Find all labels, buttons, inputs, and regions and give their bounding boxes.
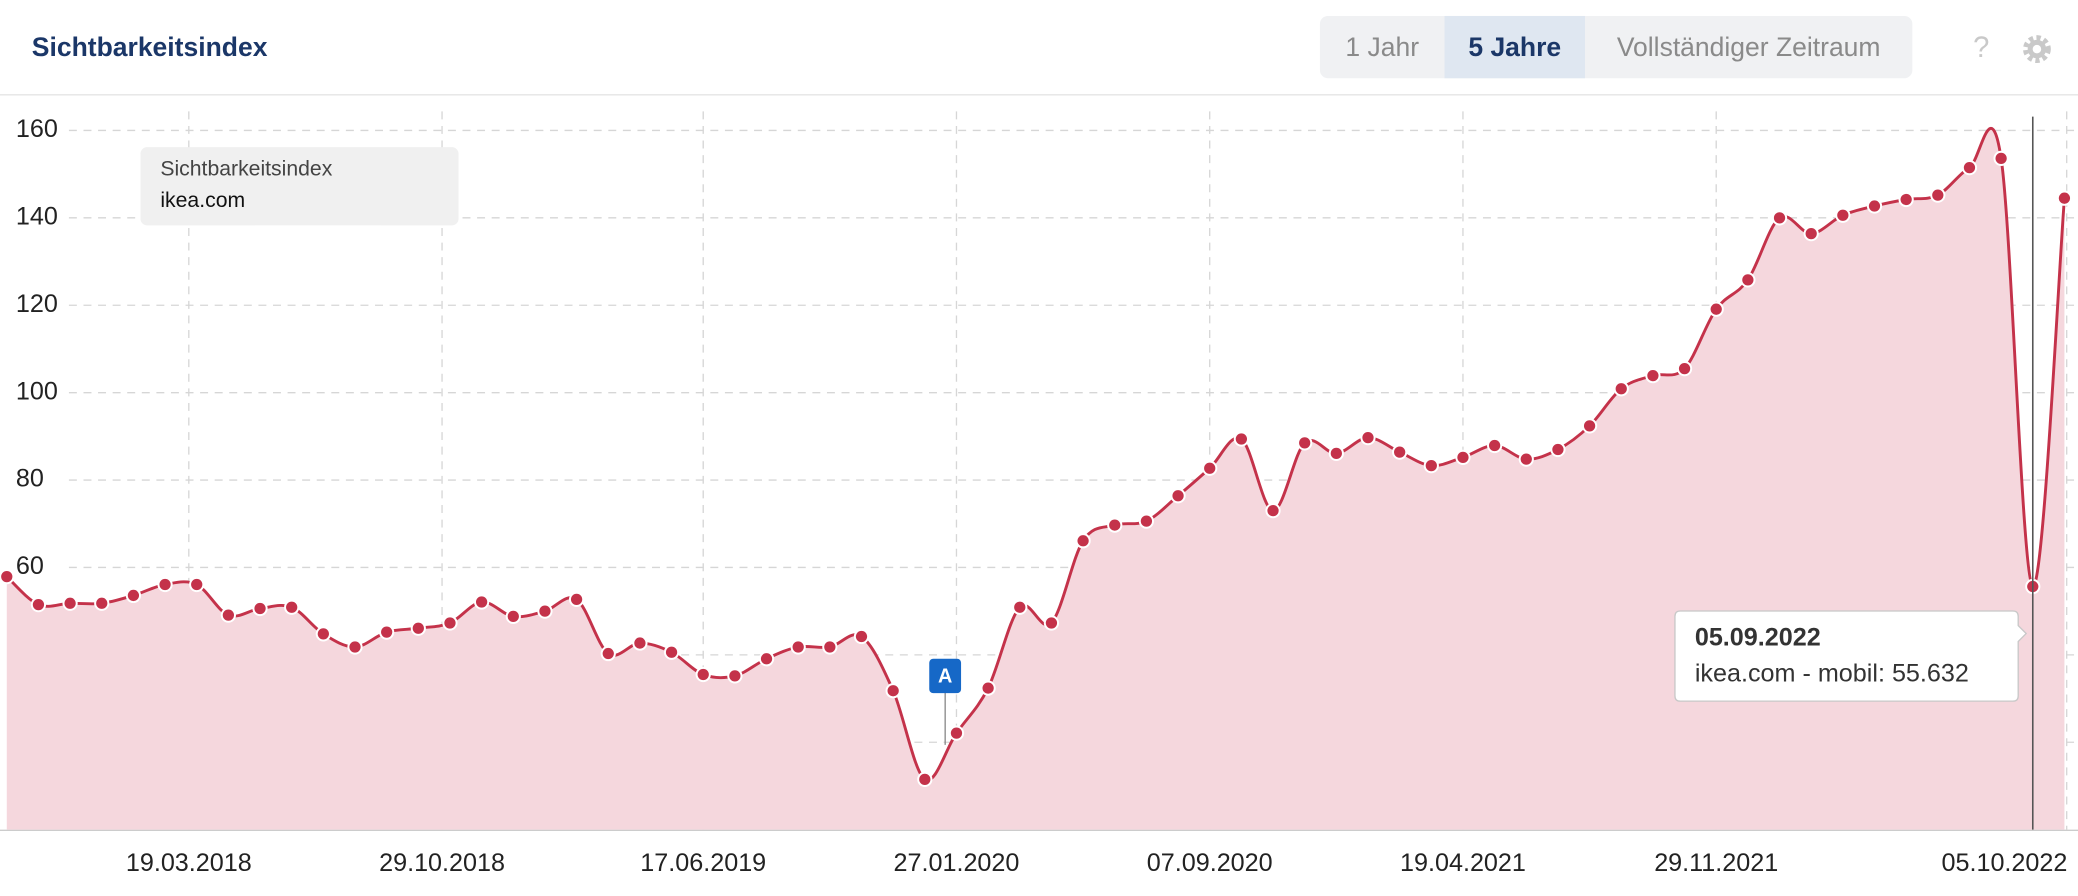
- point[interactable]: [1170, 488, 1186, 504]
- x-tick-label: 17.06.2019: [640, 849, 766, 877]
- point[interactable]: [1803, 225, 1819, 242]
- point[interactable]: [157, 576, 173, 593]
- x-tick-label: 07.09.2020: [1147, 849, 1273, 877]
- point[interactable]: [505, 608, 521, 625]
- point[interactable]: [1012, 599, 1028, 615]
- x-tick-label: 29.10.2018: [379, 849, 505, 877]
- point[interactable]: [94, 595, 110, 611]
- chart-title: Sichtbarkeitsindex: [32, 32, 268, 62]
- point[interactable]: [537, 603, 553, 619]
- point[interactable]: [948, 725, 965, 741]
- point[interactable]: [1676, 360, 1693, 377]
- y-tick-label: 140: [16, 203, 58, 231]
- annotation-marker[interactable]: [929, 658, 962, 694]
- y-tick-label: 120: [16, 290, 58, 318]
- point[interactable]: [220, 607, 236, 623]
- point[interactable]: [568, 591, 585, 607]
- point[interactable]: [1423, 458, 1439, 474]
- point[interactable]: [1297, 435, 1313, 451]
- point[interactable]: [1613, 381, 1629, 397]
- point[interactable]: [252, 600, 268, 617]
- x-tick-label: 19.04.2021: [1400, 849, 1526, 877]
- point[interactable]: [189, 576, 205, 593]
- point[interactable]: [600, 645, 616, 662]
- point[interactable]: [727, 668, 743, 684]
- point[interactable]: [632, 635, 648, 651]
- point[interactable]: [315, 626, 331, 642]
- help-icon[interactable]: ?: [1973, 32, 1989, 64]
- range-button[interactable]: Vollständiger Zeitraum: [1617, 32, 1881, 62]
- point[interactable]: [822, 639, 838, 655]
- point[interactable]: [1581, 418, 1598, 434]
- point[interactable]: [1360, 430, 1376, 446]
- x-tick-label: 19.03.2018: [126, 849, 252, 877]
- point[interactable]: [1518, 451, 1534, 467]
- point[interactable]: [980, 680, 996, 696]
- legend-box: [140, 147, 459, 226]
- point[interactable]: [1993, 150, 2009, 167]
- x-tick-label: 29.11.2021: [1654, 849, 1778, 877]
- point[interactable]: [1835, 207, 1851, 223]
- point[interactable]: [0, 569, 15, 585]
- point[interactable]: [1487, 437, 1503, 454]
- tooltip-value: ikea.com - mobil: 55.632: [1695, 659, 1969, 687]
- point[interactable]: [1898, 191, 1914, 208]
- annotation-label: A: [938, 666, 952, 688]
- point[interactable]: [347, 639, 363, 655]
- point[interactable]: [917, 771, 933, 788]
- point[interactable]: [1265, 503, 1281, 519]
- point[interactable]: [1771, 210, 1788, 226]
- point[interactable]: [1866, 198, 1883, 214]
- range-button[interactable]: 5 Jahre: [1468, 32, 1561, 62]
- range-button[interactable]: 1 Jahr: [1345, 32, 1419, 62]
- point[interactable]: [1107, 517, 1123, 533]
- point[interactable]: [1043, 615, 1060, 631]
- area: [6, 128, 2065, 830]
- point[interactable]: [758, 651, 775, 667]
- point[interactable]: [1645, 367, 1661, 384]
- y-tick-label: 160: [16, 115, 58, 143]
- y-tick-label: 60: [16, 552, 44, 580]
- point[interactable]: [853, 628, 870, 645]
- point[interactable]: [663, 644, 680, 660]
- y-tick-label: 100: [16, 377, 58, 405]
- point[interactable]: [30, 596, 47, 613]
- point[interactable]: [1930, 187, 1946, 203]
- point[interactable]: [442, 615, 458, 631]
- legend-title: Sichtbarkeitsindex: [160, 157, 332, 180]
- tooltip-date: 05.09.2022: [1695, 623, 1821, 651]
- point[interactable]: [1392, 444, 1408, 460]
- point[interactable]: [1075, 533, 1091, 549]
- point[interactable]: [1138, 513, 1155, 529]
- point[interactable]: [474, 594, 490, 610]
- legend-entry: ikea.com: [160, 189, 245, 212]
- point[interactable]: [1550, 441, 1566, 458]
- tooltip-box: [1674, 610, 2028, 702]
- x-tick-label: 27.01.2020: [894, 849, 1020, 877]
- point[interactable]: [379, 624, 395, 640]
- point[interactable]: [1233, 431, 1249, 447]
- point[interactable]: [1328, 445, 1344, 462]
- point[interactable]: [790, 639, 806, 655]
- point[interactable]: [1708, 301, 1724, 317]
- point[interactable]: [1455, 449, 1471, 465]
- y-tick-label: 80: [16, 465, 44, 493]
- point[interactable]: [1961, 159, 1978, 176]
- point[interactable]: [1740, 272, 1756, 288]
- x-tick-label: 05.10.2022: [1941, 849, 2067, 877]
- point[interactable]: [62, 595, 78, 611]
- point[interactable]: [695, 666, 711, 683]
- point[interactable]: [1202, 460, 1218, 476]
- range-button-bg: [1444, 15, 1586, 79]
- point[interactable]: [284, 599, 300, 615]
- point[interactable]: [2056, 190, 2073, 206]
- settings-icon[interactable]: [2023, 35, 2051, 64]
- point[interactable]: [125, 587, 142, 604]
- point[interactable]: [885, 683, 901, 699]
- point[interactable]: [410, 620, 426, 636]
